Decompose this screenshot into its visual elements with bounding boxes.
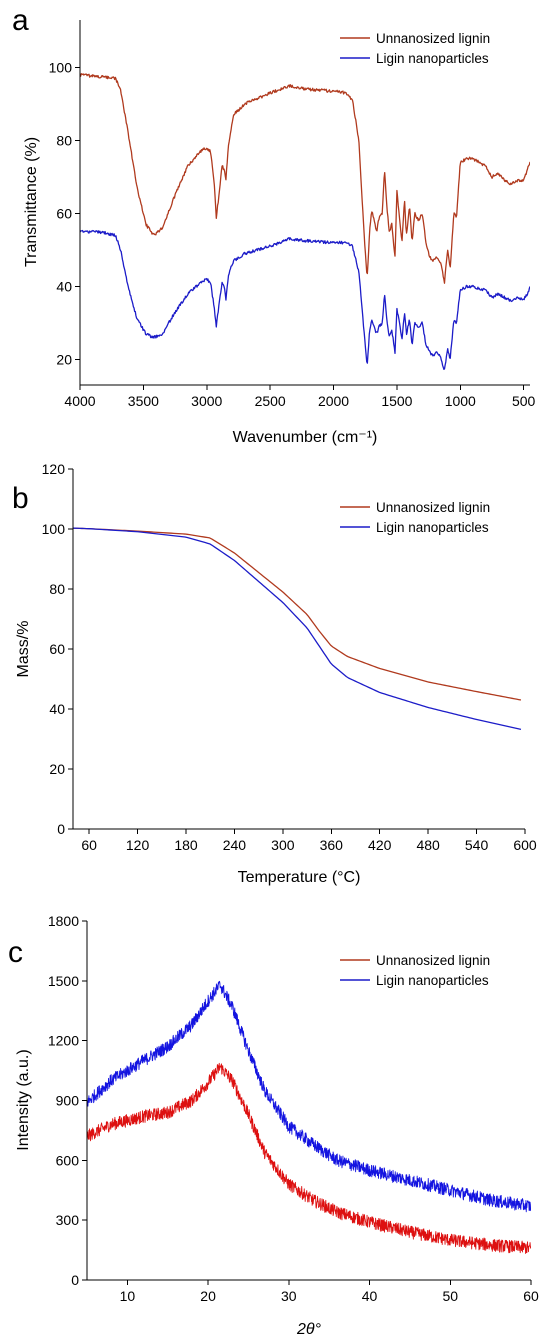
x-tick-label: 10 bbox=[120, 1288, 136, 1304]
y-axis-title: Transmittance (%) bbox=[23, 137, 40, 267]
x-axis-title: Temperature (°C) bbox=[238, 869, 361, 886]
x-tick-label: 180 bbox=[174, 837, 198, 853]
y-axis-title: Intensity (a.u.) bbox=[15, 1049, 32, 1150]
y-tick-label: 40 bbox=[56, 278, 72, 294]
x-tick-label: 1500 bbox=[381, 393, 412, 409]
legend: Unnanosized lignin Ligin nanoparticles bbox=[340, 31, 490, 66]
y-tick-label: 20 bbox=[49, 761, 65, 777]
x-tick-label: 420 bbox=[368, 837, 392, 853]
x-tick-label: 40 bbox=[362, 1288, 378, 1304]
y-axis-title: Mass/% bbox=[15, 621, 32, 678]
legend-label: Ligin nanoparticles bbox=[376, 520, 489, 535]
y-tick-label: 120 bbox=[42, 461, 66, 477]
x-tick-label: 500 bbox=[512, 393, 536, 409]
x-tick-label: 2500 bbox=[255, 393, 286, 409]
x-tick-label: 60 bbox=[81, 837, 97, 853]
y-tick-label: 1200 bbox=[48, 1033, 79, 1049]
x-tick-label: 540 bbox=[465, 837, 489, 853]
plot-area bbox=[80, 73, 530, 370]
x-axis-title: 2θ° bbox=[296, 1321, 322, 1338]
x-tick-label: 480 bbox=[416, 837, 440, 853]
y-tick-label: 600 bbox=[56, 1152, 80, 1168]
legend-label: Unnanosized lignin bbox=[376, 953, 490, 968]
series-line-ligin-nanoparticles bbox=[80, 229, 530, 370]
series-line-ligin-nanoparticles bbox=[73, 527, 522, 731]
y-tick-label: 80 bbox=[56, 132, 72, 148]
series-line-unnanosized-lignin bbox=[80, 73, 530, 284]
x-axis-title: Wavenumber (cm⁻¹) bbox=[233, 429, 378, 446]
y-tick-label: 300 bbox=[56, 1212, 80, 1228]
y-tick-label: 40 bbox=[49, 701, 65, 717]
x-tick-label: 360 bbox=[320, 837, 344, 853]
x-tick-label: 3000 bbox=[191, 393, 222, 409]
panel-b: b 60 120 180 240 300 360 420 480 540 600 0 20 40 60 80 1… bbox=[12, 461, 537, 886]
y-tick-label: 0 bbox=[71, 1272, 79, 1288]
x-tick-label: 300 bbox=[271, 837, 295, 853]
series-line-unnanosized-lignin bbox=[87, 1062, 531, 1254]
y-tick-label: 80 bbox=[49, 581, 65, 597]
x-tick-label: 120 bbox=[126, 837, 150, 853]
y-tick-label: 0 bbox=[57, 821, 65, 837]
y-tick-label: 100 bbox=[42, 521, 66, 537]
legend: Unnanosized lignin Ligin nanoparticles bbox=[340, 500, 490, 535]
x-tick-label: 600 bbox=[513, 837, 537, 853]
panel-letter: c bbox=[8, 936, 23, 969]
panel-letter: a bbox=[12, 4, 29, 37]
legend: Unnanosized lignin Ligin nanoparticles bbox=[340, 953, 490, 988]
x-tick-label: 4000 bbox=[64, 393, 95, 409]
panel-a: a 4000 3500 3000 2500 2000 1500 1000 500 20 40 60 80… bbox=[12, 4, 536, 446]
x-tick-label: 240 bbox=[223, 837, 247, 853]
x-tick-label: 2000 bbox=[318, 393, 349, 409]
x-tick-label: 3500 bbox=[128, 393, 159, 409]
y-tick-label: 1500 bbox=[48, 973, 79, 989]
y-tick-label: 100 bbox=[49, 59, 73, 75]
plot-area bbox=[73, 527, 522, 731]
panel-letter: b bbox=[12, 482, 29, 515]
y-tick-label: 1800 bbox=[48, 913, 79, 929]
legend-label: Ligin nanoparticles bbox=[376, 51, 489, 66]
x-tick-label: 1000 bbox=[445, 393, 476, 409]
x-tick-label: 30 bbox=[281, 1288, 297, 1304]
x-tick-label: 60 bbox=[523, 1288, 539, 1304]
y-tick-label: 20 bbox=[56, 351, 72, 367]
y-tick-label: 60 bbox=[56, 205, 72, 221]
plot-area bbox=[87, 980, 531, 1254]
x-tick-label: 20 bbox=[200, 1288, 216, 1304]
x-tick-label: 50 bbox=[442, 1288, 458, 1304]
panel-c: c10 20 30 40 50 6003006009001200150018002θ°In… bbox=[8, 913, 539, 1338]
y-tick-label: 60 bbox=[49, 641, 65, 657]
legend-label: Unnanosized lignin bbox=[376, 31, 490, 46]
series-line-ligin-nanoparticles bbox=[87, 980, 531, 1213]
legend-label: Ligin nanoparticles bbox=[376, 973, 489, 988]
legend-label: Unnanosized lignin bbox=[376, 500, 490, 515]
series-line-unnanosized-lignin bbox=[73, 527, 522, 701]
y-tick-label: 900 bbox=[56, 1093, 80, 1109]
